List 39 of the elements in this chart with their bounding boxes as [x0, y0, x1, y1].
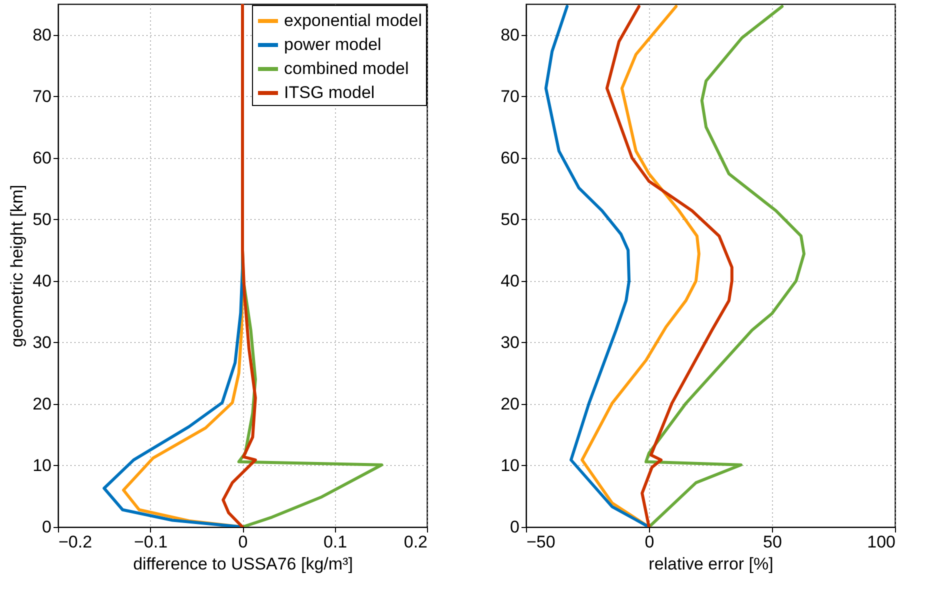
x-tick-label: 50 [763, 532, 782, 552]
x-axis-title: difference to USSA76 [kg/m³] [133, 554, 353, 574]
x-tick-label: 0 [238, 532, 248, 552]
y-tick-label: 70 [500, 86, 520, 106]
y-tick-label: 0 [42, 518, 52, 536]
line-series [222, 4, 257, 527]
y-tick-label: 30 [500, 332, 520, 352]
y-tick-label: 50 [500, 210, 520, 229]
y-tick-label: 10 [500, 456, 520, 475]
y-tick-label: 70 [32, 86, 52, 106]
y-tick-label: 50 [32, 210, 52, 229]
y-tick-label: 80 [32, 25, 52, 44]
x-tick-label: −0.1 [134, 532, 168, 552]
x-tick-label: 100 [867, 532, 896, 552]
y-tick-label: 30 [32, 332, 52, 352]
y-axis-title: geometric height [km] [8, 184, 27, 348]
line-series [644, 4, 806, 527]
y-tick-label: 40 [32, 271, 52, 290]
x-tick-label: 0.2 [404, 532, 428, 552]
y-tick-label: 80 [500, 25, 520, 44]
x-axis-title: relative error [%] [648, 554, 774, 574]
line-series [580, 4, 700, 527]
y-tick-label: 10 [32, 456, 52, 475]
line-series [544, 4, 650, 527]
legend-label: ITSG model [284, 83, 375, 102]
x-tick-label: 0 [644, 532, 654, 552]
y-tick-label: 60 [500, 148, 520, 168]
y-tick-label: 0 [510, 518, 520, 536]
y-tick-label: 20 [500, 394, 520, 414]
x-tick-label: 0.1 [323, 532, 348, 552]
x-tick-label: −50 [526, 532, 556, 552]
y-tick-label: 20 [32, 394, 52, 414]
line-series [605, 4, 734, 527]
y-tick-label: 40 [500, 271, 520, 290]
legend-label: power model [284, 35, 382, 54]
legend-label: exponential model [284, 11, 422, 30]
y-tick-label: 60 [32, 148, 52, 168]
x-tick-label: −0.2 [58, 532, 92, 552]
legend-label: combined model [284, 59, 409, 78]
